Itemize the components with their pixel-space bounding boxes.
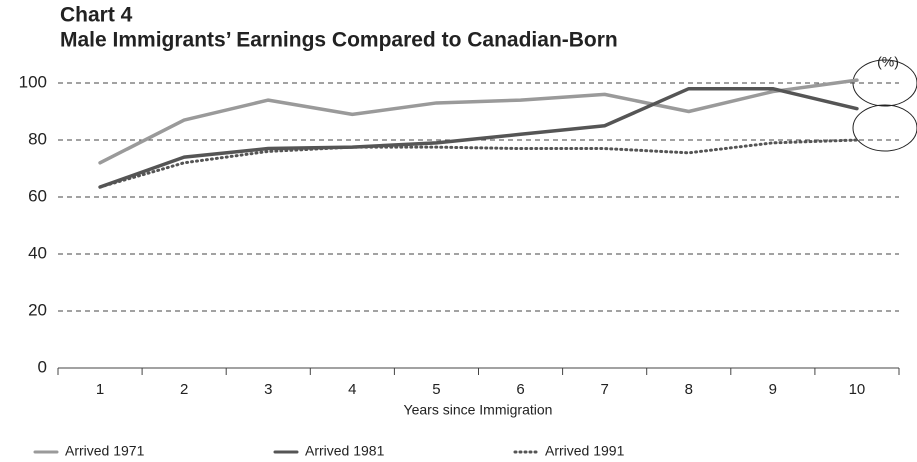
x-tick-label: 8 [685,381,693,398]
x-tick-label: 9 [769,381,777,398]
legend-label: Arrived 1981 [305,443,385,459]
y-axis-label: (%) [877,54,899,70]
series-line [98,78,859,165]
x-tick-label: 6 [516,381,524,398]
legend-label: Arrived 1991 [545,443,625,459]
series-line [98,138,859,189]
x-tick-label: 1 [96,381,104,398]
legend-label: Arrived 1971 [65,443,145,459]
x-tick-label: 4 [348,381,356,398]
y-tick-label: 80 [28,129,47,148]
x-tick-label: 3 [264,381,272,398]
y-tick-label: 100 [19,72,47,91]
x-tick-label: 10 [849,381,866,398]
x-tick-label: 7 [600,381,608,398]
y-tick-label: 20 [28,300,47,319]
chart-title: Chart 4 [60,4,133,27]
chart-subtitle: Male Immigrants’ Earnings Compared to Ca… [60,29,618,52]
y-tick-label: 60 [28,186,47,205]
series-line [98,86,859,189]
annotation-ellipse [852,104,917,152]
x-axis-label: Years since Immigration [404,402,553,418]
x-tick-label: 2 [180,381,188,398]
y-tick-label: 0 [38,357,47,376]
y-tick-label: 40 [28,243,47,262]
x-tick-label: 5 [432,381,440,398]
